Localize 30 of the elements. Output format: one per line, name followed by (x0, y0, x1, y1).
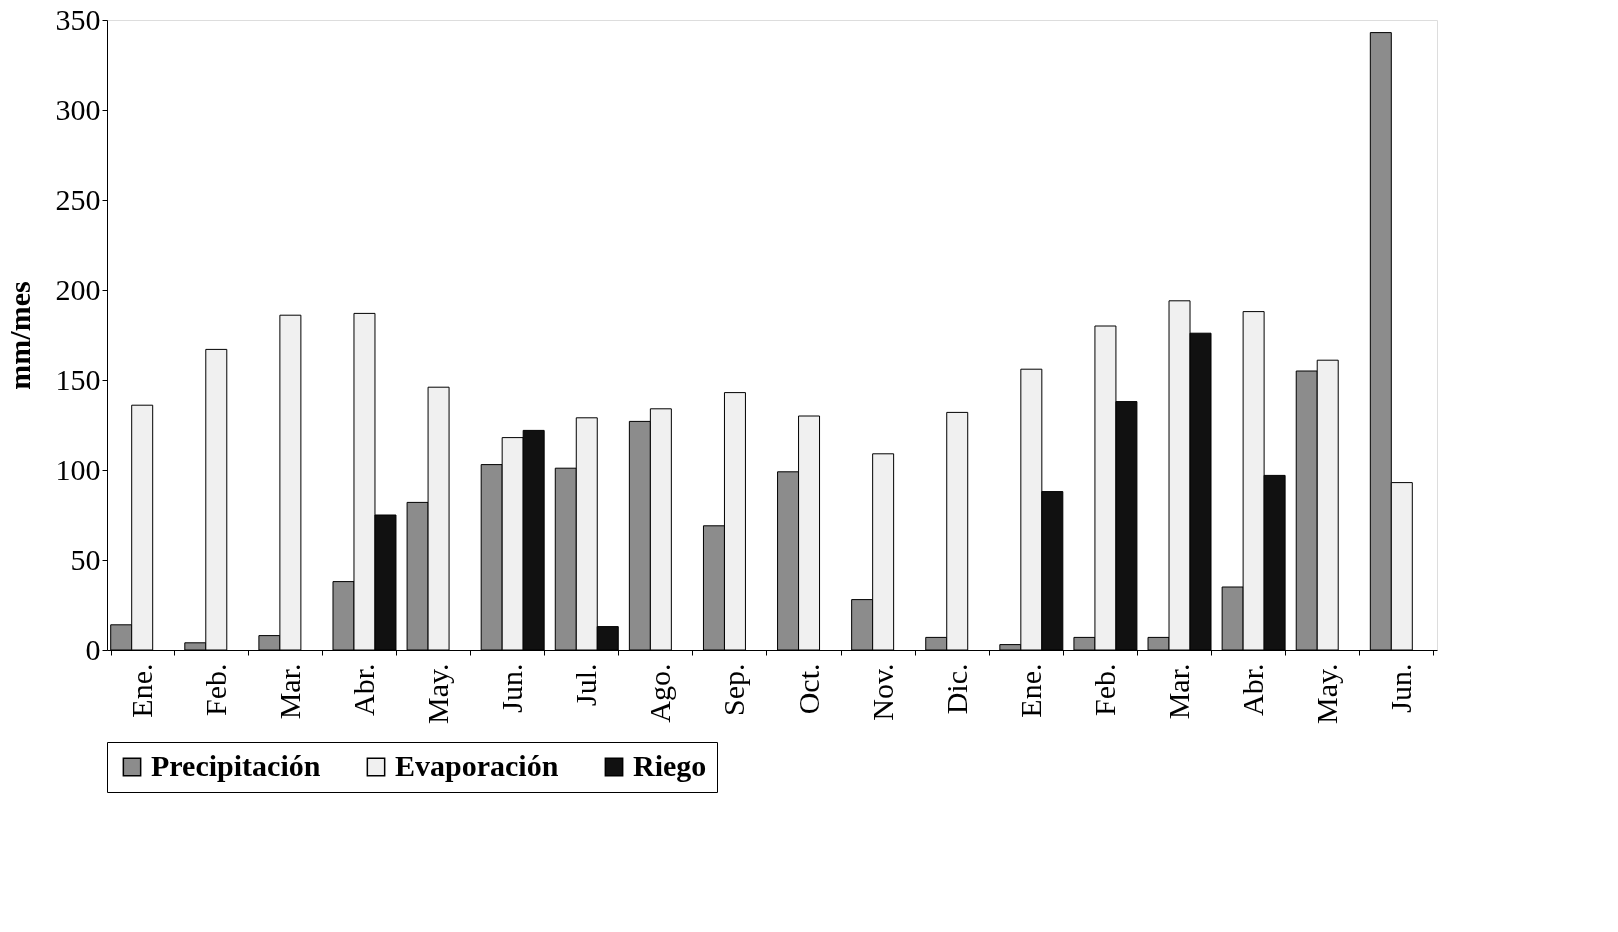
x-tick-label: Feb. (1087, 663, 1121, 716)
x-tick-label: Sep. (717, 663, 751, 716)
legend-label: Riego (633, 749, 707, 782)
x-tick-label: Ene. (1013, 663, 1047, 718)
x-tick-label: Dic. (939, 663, 973, 715)
x-tick-label: Jul. (569, 663, 603, 707)
y-tick-label: 100 (55, 452, 101, 486)
y-tick-label: 200 (55, 272, 101, 306)
x-tick-label: Abr. (1236, 663, 1270, 716)
y-tick-label: 350 (55, 2, 101, 36)
x-tick-label: Ene. (124, 663, 158, 718)
x-tick-label: Mar. (272, 663, 306, 720)
y-axis-title: mm/mes (2, 281, 36, 390)
x-tick-label: Jun. (1384, 663, 1418, 713)
y-tick-label: 150 (55, 362, 101, 396)
legend-label: Precipitación (151, 749, 321, 782)
x-tick-label: Ago. (643, 663, 677, 723)
y-tick-label: 0 (85, 632, 101, 666)
y-tick-label: 300 (55, 92, 101, 126)
y-tick-label: 50 (70, 542, 101, 576)
y-tick-label: 250 (55, 182, 101, 216)
x-tick-label: Mar. (1162, 663, 1196, 720)
x-tick-label: Jun. (495, 663, 529, 713)
x-tick-label: May. (421, 663, 455, 725)
legend-label: Evaporación (395, 749, 559, 782)
x-tick-label: Nov. (865, 663, 899, 721)
x-tick-label: May. (1310, 663, 1344, 725)
x-tick-label: Abr. (346, 663, 380, 716)
x-tick-label: Feb. (198, 663, 232, 716)
x-tick-label: Oct. (791, 663, 825, 715)
